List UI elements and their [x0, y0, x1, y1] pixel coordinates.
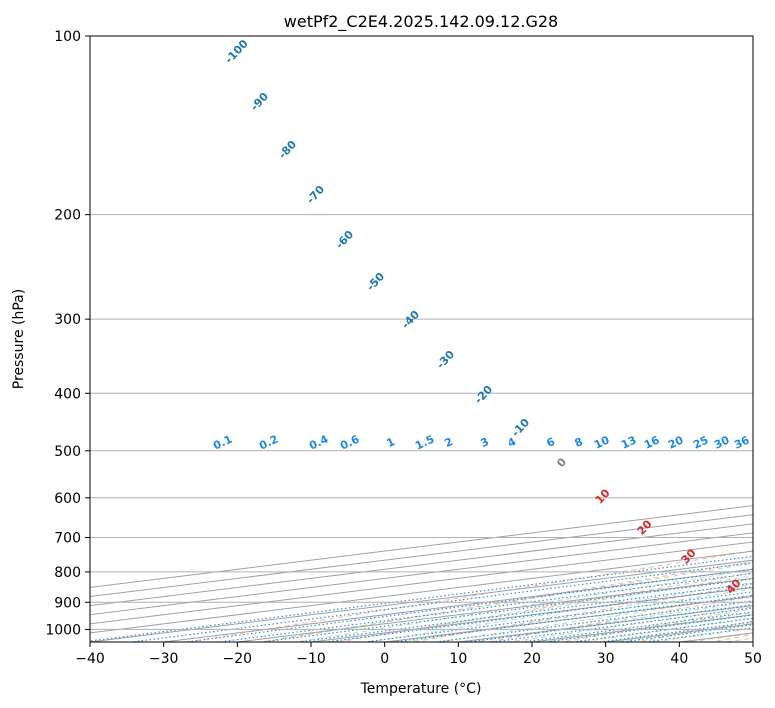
x-tick-label: −20	[223, 651, 253, 667]
dry-adiabat	[409, 583, 753, 642]
y-axis-label: Pressure (hPa)	[11, 289, 27, 389]
x-tick-label: 30	[597, 651, 615, 667]
x-tick-label: 0	[380, 651, 389, 667]
y-tick-label: 500	[54, 444, 81, 460]
isotherm	[90, 523, 753, 607]
y-tick-label: 300	[54, 312, 81, 328]
chart-title: wetPf2_C2E4.2025.142.09.12.G28	[284, 12, 558, 32]
dry-adiabat	[185, 550, 753, 642]
isotherm	[90, 514, 753, 598]
isotherm	[90, 532, 753, 616]
x-tick-label: −10	[296, 651, 326, 667]
y-tick-label: 200	[54, 208, 81, 224]
mixing-ratio-label: 16	[642, 433, 662, 451]
x-axis-label: Temperature (°C)	[360, 681, 482, 697]
y-tick-label: 100	[54, 29, 81, 45]
mixing-ratio-label: 25	[691, 433, 710, 451]
isotherm	[90, 505, 753, 588]
x-tick-label: 20	[523, 651, 541, 667]
y-tick-label: 600	[54, 491, 81, 507]
mixing-ratio-label: 30	[712, 433, 732, 451]
moist-adiabat	[435, 594, 753, 642]
x-tick-label: 10	[449, 651, 467, 667]
moist-adiabat	[293, 569, 753, 642]
y-tick-label: 1000	[45, 622, 81, 638]
moist-adiabat	[505, 606, 753, 642]
mixing-ratio-label: 36	[732, 433, 752, 451]
x-tick-label: 50	[744, 651, 762, 667]
x-tick-label: 40	[670, 651, 688, 667]
y-tick-label: 700	[54, 531, 81, 547]
x-tick-label: −30	[149, 651, 179, 667]
mixing-ratio-label: 13	[619, 433, 638, 451]
y-tick-label: 900	[54, 595, 81, 611]
mixing-ratio-label: 20	[666, 433, 686, 451]
moist-adiabat	[364, 581, 753, 642]
plot-frame	[89, 35, 754, 643]
y-tick-label: 800	[54, 565, 81, 581]
y-tick-label: 400	[54, 386, 81, 402]
dry-adiabat	[559, 608, 753, 642]
mixing-ratio-label: 10	[592, 433, 612, 451]
dry-adiabat	[260, 561, 753, 642]
x-tick-label: −40	[75, 651, 105, 667]
